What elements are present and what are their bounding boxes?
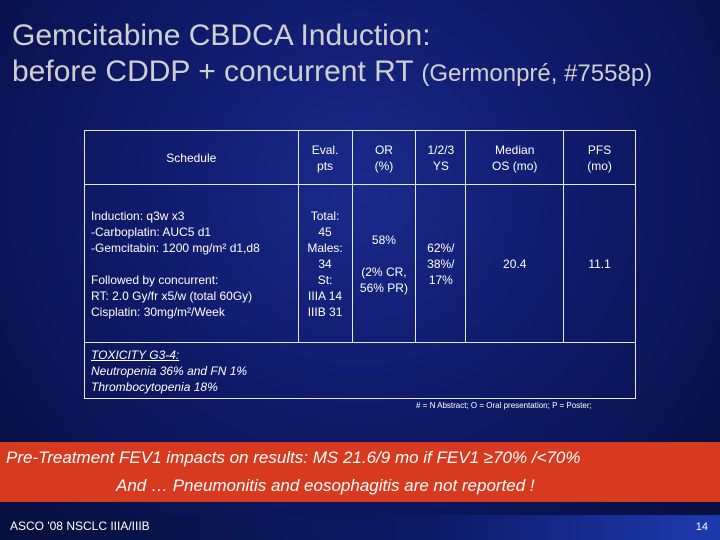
header-os-line1: Median — [495, 142, 535, 157]
ys-line: 17% — [428, 272, 453, 287]
header-ys-line2: YS — [432, 158, 449, 173]
page-number: 14 — [695, 521, 708, 533]
cisplatin-line: Cisplatin: 30mg/m²/Week — [91, 304, 225, 319]
ys-line: 62%/ — [427, 240, 455, 255]
header-ys-line1: 1/2/3 — [427, 142, 455, 157]
toxicity-line-1: Neutropenia 36% and FN 1% — [91, 363, 248, 378]
highlight-line-1: Pre-Treatment FEV1 impacts on results: M… — [6, 448, 581, 467]
ys-line: 38%/ — [427, 256, 455, 271]
cell-pfs: 11.1 — [563, 184, 636, 343]
highlight-band: Pre-Treatment FEV1 impacts on results: M… — [0, 442, 720, 502]
header-schedule: Schedule — [84, 130, 299, 185]
eval-line: 45 — [318, 224, 332, 239]
followed-label: Followed by concurrent: — [91, 272, 219, 287]
abbreviation-footnote: # = N Abstract; O = Oral presentation; P… — [416, 401, 592, 410]
toxicity-line-2: Thrombocytopenia 18% — [91, 379, 218, 394]
induction-line: Induction: q3w x3 — [91, 208, 298, 224]
header-eval-pts: Eval. pts — [297, 130, 353, 185]
cell-ys: 62%/ 38%/ 17% — [415, 184, 467, 343]
header-os-line2: OS (mo) — [492, 158, 538, 173]
induction-label: Induction: — [91, 208, 144, 223]
title-line-2-main: before CDDP + concurrent RT — [12, 55, 414, 88]
eval-line: Males: — [307, 240, 343, 255]
spacer — [353, 248, 416, 264]
eval-line: 34 — [318, 256, 332, 271]
header-pfs: PFS (mo) — [563, 130, 636, 185]
gemcitabin-line: -Gemcitabin: 1200 mg/m² d1,d8 — [91, 240, 260, 255]
header-ys: 1/2/3 YS — [415, 130, 467, 185]
header-median-os: Median OS (mo) — [465, 130, 565, 185]
header-or-line2: (%) — [374, 158, 394, 173]
eval-line: St: — [317, 272, 333, 287]
or-detail-1: (2% CR, — [361, 264, 407, 279]
spacer — [91, 256, 298, 272]
header-eval-line2: pts — [317, 158, 334, 173]
highlight-line-2: And … Pneumonitis and eosophagitis are n… — [116, 476, 535, 495]
cell-eval-pts: Total: 45 Males: 34 St: IIIA 14 IIIB 31 — [297, 184, 353, 343]
title-line-1: Gemcitabine CBDCA Induction: — [12, 19, 431, 52]
rt-line: RT: 2.0 Gy/fr x5/w (total 60Gy) — [91, 288, 253, 303]
cell-median-os: 20.4 — [465, 184, 565, 343]
header-or: OR (%) — [351, 130, 417, 185]
cell-toxicity: TOXICITY G3-4: Neutropenia 36% and FN 1%… — [84, 342, 636, 399]
title-reference: (Germonpré, #7558p) — [421, 60, 653, 87]
cell-schedule: Induction: q3w x3 -Carboplatin: AUC5 d1 … — [84, 184, 299, 343]
eval-line: Total: — [310, 208, 340, 223]
table-header-row: Schedule Eval. pts OR (%) 1/2/3 YS Media… — [84, 130, 636, 185]
eval-line: IIIA 14 — [308, 288, 343, 303]
eval-line: IIIB 31 — [307, 304, 343, 319]
header-or-line1: OR — [374, 142, 393, 157]
results-table: Schedule Eval. pts OR (%) 1/2/3 YS Media… — [84, 130, 636, 399]
conference-label: ASCO '08 NSCLC IIIA/IIIB — [10, 519, 150, 533]
or-detail-2: 56% PR) — [359, 280, 408, 295]
induction-value: q3w x3 — [146, 208, 185, 223]
header-eval-line1: Eval. — [311, 142, 339, 157]
toxicity-heading: TOXICITY G3-4: — [91, 347, 180, 362]
table-data-row: Induction: q3w x3 -Carboplatin: AUC5 d1 … — [84, 184, 636, 343]
header-pfs-line1: PFS — [587, 142, 612, 157]
or-value: 58% — [371, 232, 396, 247]
cell-or: 58% (2% CR, 56% PR) — [351, 184, 417, 343]
slide-title: Gemcitabine CBDCA Induction: before CDDP… — [12, 18, 718, 92]
carboplatin-line: -Carboplatin: AUC5 d1 — [91, 224, 212, 239]
toxicity-row: TOXICITY G3-4: Neutropenia 36% and FN 1%… — [84, 342, 636, 399]
footer-bar — [0, 515, 720, 540]
title-line-2: before CDDP + concurrent RT (Germonpré, … — [12, 54, 718, 92]
header-pfs-line2: (mo) — [587, 158, 612, 173]
